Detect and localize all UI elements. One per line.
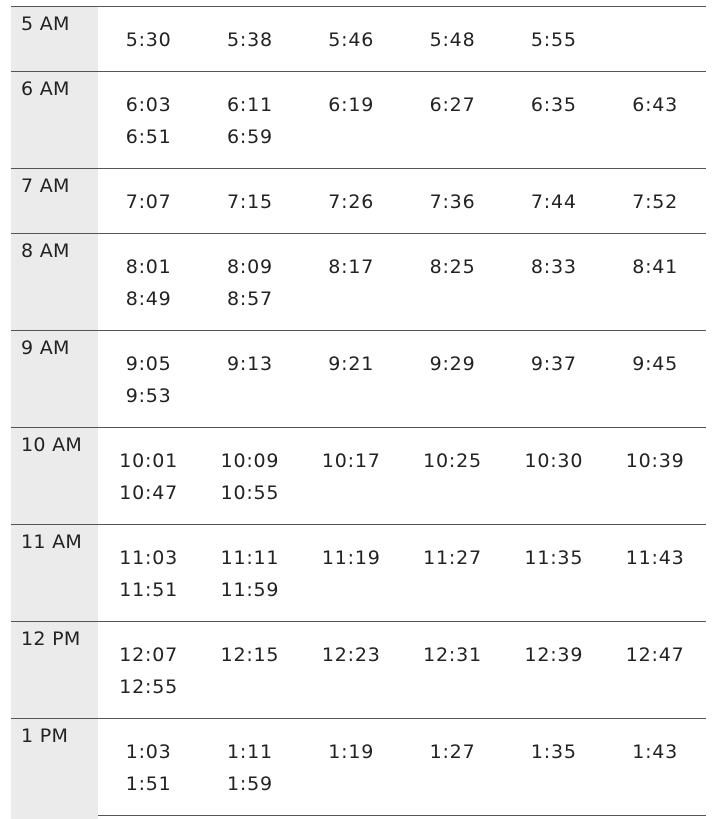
hour-row-11am: 11 AM 11:03 11:11 11:19 11:27 11:35 11:4… <box>11 525 706 622</box>
departure-time: 9:37 <box>530 353 577 375</box>
departure-time: 6:43 <box>632 94 679 116</box>
departure-time: 10:55 <box>220 482 280 504</box>
departure-time: 11:51 <box>119 579 179 601</box>
departure-time: 7:44 <box>530 191 577 213</box>
departure-time: 5:38 <box>227 29 273 51</box>
departure-time: 8:01 <box>125 256 172 278</box>
departure-time: 12:15 <box>220 644 280 666</box>
departure-times: 7:07 7:15 7:26 7:36 7:44 7:52 <box>98 169 706 233</box>
departure-time: 1:35 <box>530 741 577 763</box>
departure-time: 12:31 <box>423 644 482 666</box>
hour-row-7am: 7 AM 7:07 7:15 7:26 7:36 7:44 7:52 <box>11 169 706 234</box>
departure-time: 10:30 <box>524 450 584 472</box>
departure-time: 9:13 <box>227 353 273 375</box>
departure-time: 9:29 <box>429 353 476 375</box>
departure-time: 7:15 <box>227 191 273 213</box>
hour-label: 1 PM <box>11 719 98 815</box>
departure-time: 11:27 <box>423 547 482 569</box>
hour-row-8am: 8 AM 8:01 8:09 8:17 8:25 8:33 8:41 8:49 … <box>11 234 706 331</box>
departure-time: 12:07 <box>119 644 179 666</box>
departure-time: 8:33 <box>530 256 577 278</box>
departure-time: 9:05 <box>125 353 172 375</box>
departure-time: 6:27 <box>429 94 476 116</box>
departure-time: 7:07 <box>125 191 172 213</box>
departure-times: 10:01 10:09 10:17 10:25 10:30 10:39 10:4… <box>98 428 706 524</box>
departure-time: 1:27 <box>429 741 476 763</box>
hour-label: 6 AM <box>11 72 98 168</box>
hour-label: 5 AM <box>11 7 98 71</box>
departure-time: 1:51 <box>125 773 172 795</box>
departure-time: 1:43 <box>632 741 679 763</box>
hour-label: 10 AM <box>11 428 98 524</box>
next-row-label-edge <box>11 813 98 819</box>
departure-time: 11:43 <box>625 547 685 569</box>
departure-times: 9:05 9:13 9:21 9:29 9:37 9:45 9:53 <box>98 331 706 427</box>
departure-time: 12:23 <box>321 644 381 666</box>
departure-time: 7:52 <box>632 191 679 213</box>
departure-time: 7:26 <box>328 191 375 213</box>
departure-time: 11:59 <box>220 579 280 601</box>
departure-time: 10:01 <box>119 450 179 472</box>
hour-row-12pm: 12 PM 12:07 12:15 12:23 12:31 12:39 12:4… <box>11 622 706 719</box>
departure-time: 6:19 <box>328 94 375 116</box>
departure-time: 6:03 <box>125 94 172 116</box>
departure-time: 11:11 <box>220 547 280 569</box>
departure-time: 1:19 <box>328 741 375 763</box>
departure-time: 9:53 <box>125 385 172 407</box>
departure-time: 11:35 <box>524 547 584 569</box>
departure-time: 1:11 <box>227 741 273 763</box>
hour-row-1pm: 1 PM 1:03 1:11 1:19 1:27 1:35 1:43 1:51 … <box>11 719 706 816</box>
departure-time: 11:19 <box>321 547 381 569</box>
departure-time: 5:55 <box>530 29 577 51</box>
departure-time: 10:47 <box>119 482 179 504</box>
hour-row-6am: 6 AM 6:03 6:11 6:19 6:27 6:35 6:43 6:51 … <box>11 72 706 169</box>
departure-time: 8:49 <box>125 288 172 310</box>
departure-time: 6:11 <box>227 94 273 116</box>
departure-time: 9:45 <box>632 353 679 375</box>
hour-label: 7 AM <box>11 169 98 233</box>
departure-time: 5:30 <box>125 29 172 51</box>
departure-time: 12:55 <box>119 676 179 698</box>
departure-time: 12:39 <box>524 644 584 666</box>
hour-label: 11 AM <box>11 525 98 621</box>
hour-row-5am: 5 AM 5:30 5:38 5:46 5:48 5:55 <box>11 7 706 72</box>
departure-times: 12:07 12:15 12:23 12:31 12:39 12:47 12:5… <box>98 622 706 718</box>
departure-time: 10:39 <box>625 450 685 472</box>
departure-time: 5:48 <box>429 29 476 51</box>
departure-time: 12:47 <box>625 644 685 666</box>
hour-row-10am: 10 AM 10:01 10:09 10:17 10:25 10:30 10:3… <box>11 428 706 525</box>
departure-times: 8:01 8:09 8:17 8:25 8:33 8:41 8:49 8:57 <box>98 234 706 330</box>
departure-time: 6:35 <box>530 94 577 116</box>
departure-time: 8:25 <box>429 256 476 278</box>
departure-time: 8:09 <box>227 256 273 278</box>
departure-time: 6:59 <box>227 126 273 148</box>
departure-time: 7:36 <box>429 191 476 213</box>
departure-times: 1:03 1:11 1:19 1:27 1:35 1:43 1:51 1:59 <box>98 719 706 815</box>
departure-times: 6:03 6:11 6:19 6:27 6:35 6:43 6:51 6:59 <box>98 72 706 168</box>
departure-time: 11:03 <box>119 547 179 569</box>
hour-label: 8 AM <box>11 234 98 330</box>
departure-time: 8:17 <box>328 256 375 278</box>
departure-time: 1:59 <box>227 773 273 795</box>
departure-time: 5:46 <box>328 29 375 51</box>
departure-time: 10:09 <box>220 450 280 472</box>
departure-time: 6:51 <box>125 126 172 148</box>
departure-time: 8:57 <box>227 288 273 310</box>
departure-time: 10:17 <box>321 450 381 472</box>
hour-label: 9 AM <box>11 331 98 427</box>
timetable: 5 AM 5:30 5:38 5:46 5:48 5:55 6 AM 6:03 … <box>11 6 706 816</box>
departure-times: 11:03 11:11 11:19 11:27 11:35 11:43 11:5… <box>98 525 706 621</box>
hour-label: 12 PM <box>11 622 98 718</box>
departure-time: 1:03 <box>125 741 172 763</box>
departure-time: 9:21 <box>328 353 375 375</box>
departure-time: 10:25 <box>423 450 482 472</box>
departure-times: 5:30 5:38 5:46 5:48 5:55 <box>98 7 706 71</box>
hour-row-9am: 9 AM 9:05 9:13 9:21 9:29 9:37 9:45 9:53 <box>11 331 706 428</box>
departure-time: 8:41 <box>632 256 679 278</box>
